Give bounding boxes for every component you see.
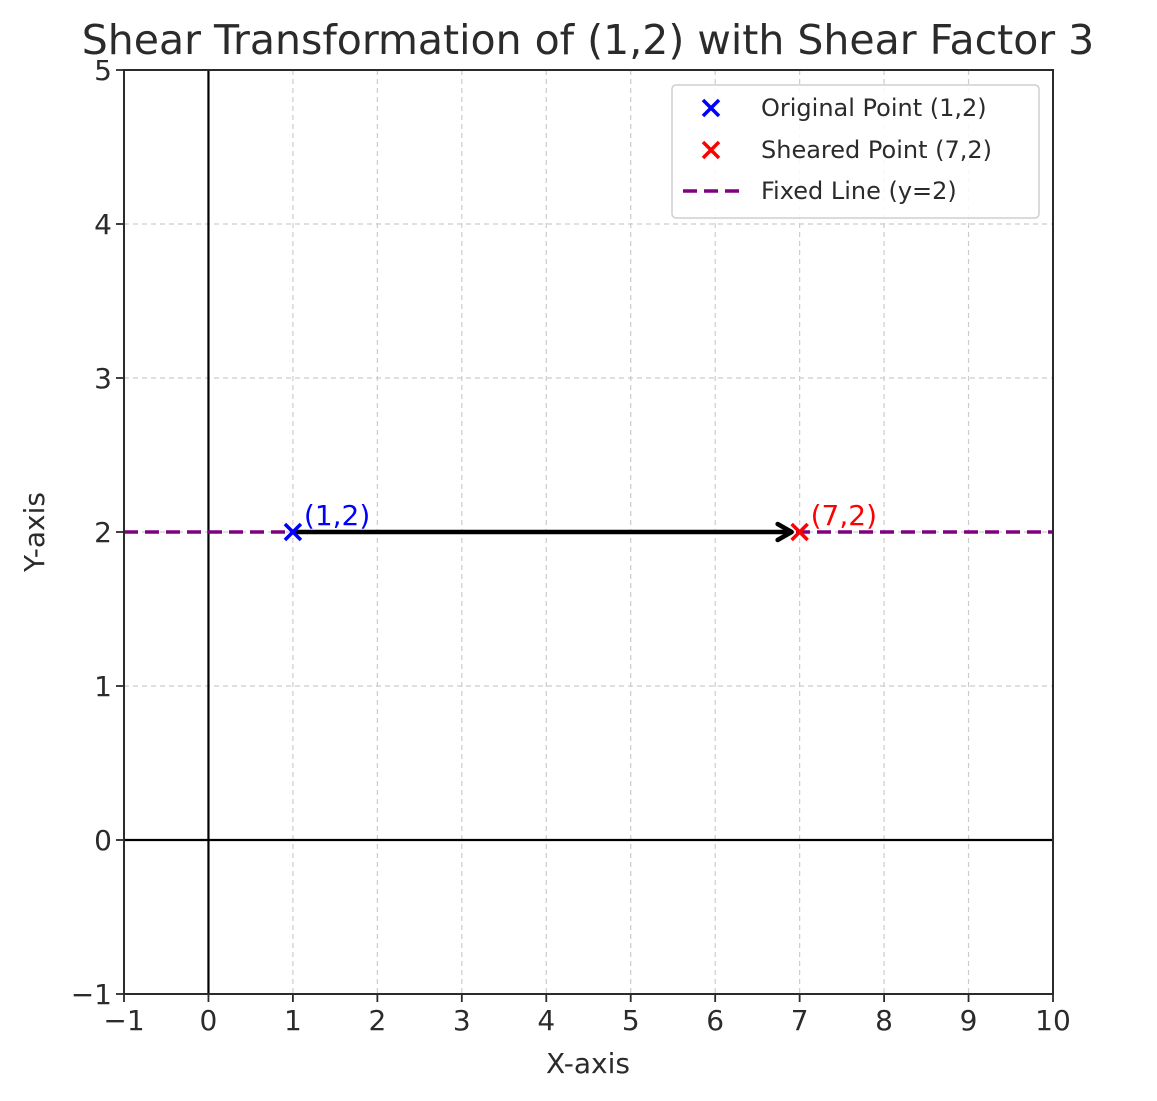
chart-title: Shear Transformation of (1,2) with Shear…: [82, 16, 1095, 64]
original-point-label: (1,2): [304, 499, 370, 532]
x-tick-label: 8: [875, 1004, 893, 1037]
y-tick-label: 3: [94, 362, 112, 395]
x-tick-label: 2: [368, 1004, 386, 1037]
x-tick-label: −1: [103, 1004, 144, 1037]
legend-marker-0-stroke-b: [701, 98, 721, 118]
ticks: −1 0 1 2 3 4 5 6 7 8 9 10 −1 0 1 2 3 4 5: [71, 54, 1071, 1037]
x-tick-label: 1: [284, 1004, 302, 1037]
legend-frame: [671, 84, 1040, 219]
legend-marker-0: [701, 98, 721, 118]
legend-label-1: Sheared Point (7,2): [761, 136, 992, 164]
x-tick-label: 10: [1035, 1004, 1071, 1037]
y-tick-label: 5: [94, 54, 112, 87]
legend-label-0: Original Point (1,2): [761, 94, 987, 122]
sheared-point-marker-stroke-b: [790, 522, 809, 542]
original-point-marker-stroke-b: [283, 522, 303, 542]
y-axis-label: Y-axis: [18, 492, 51, 573]
y-tick-label: −1: [71, 978, 112, 1011]
x-tick-label: 5: [622, 1004, 640, 1037]
sheared-point-label: (7,2): [811, 499, 877, 532]
legend-label-2: Fixed Line (y=2): [761, 177, 957, 205]
y-tick-label: 4: [94, 208, 112, 241]
original-point-marker: [283, 522, 303, 542]
shear-arrow-head: [775, 521, 794, 543]
y-tick-label: 2: [94, 516, 112, 549]
y-tick-label: 1: [94, 670, 112, 703]
x-tick-label: 9: [960, 1004, 978, 1037]
x-axis-label: X-axis: [546, 1047, 630, 1080]
x-tick-label: 0: [200, 1004, 218, 1037]
legend-items: Original Point (1,2) Sheared Point (7,2) F…: [683, 94, 992, 205]
x-tick-label: 7: [791, 1004, 809, 1037]
y-tick-label: 0: [94, 824, 112, 857]
x-tick-label: 3: [453, 1004, 471, 1037]
legend: Original Point (1,2) Sheared Point (7,2) F…: [671, 84, 1040, 219]
legend-marker-1: [701, 140, 721, 160]
x-tick-label: 6: [706, 1004, 724, 1037]
series-layer: (1,2) (7,2): [124, 499, 1053, 543]
sheared-point-marker: [790, 522, 809, 542]
x-tick-label: 4: [537, 1004, 555, 1037]
legend-marker-1-stroke-b: [701, 140, 721, 160]
